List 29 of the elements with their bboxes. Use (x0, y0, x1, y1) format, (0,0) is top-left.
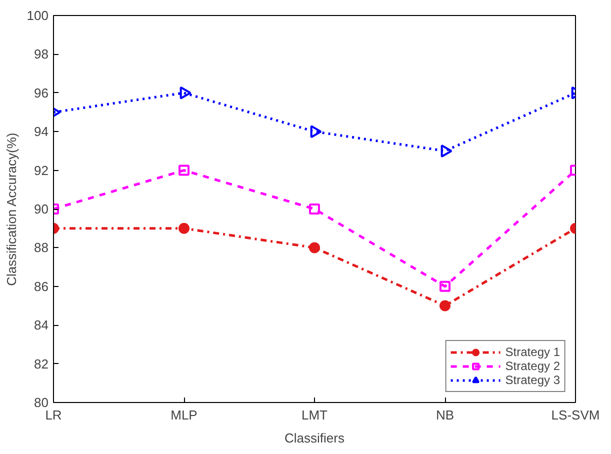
point (440, 280, 450, 292)
y-tick-label: 100 (26, 8, 49, 23)
point (180, 86, 192, 100)
y-tick-label: 86 (34, 278, 49, 294)
y-tick-label: 96 (34, 85, 49, 100)
legend-label: Strategy 2 (505, 359, 560, 373)
x-tick-label: LR (45, 408, 62, 422)
point (440, 300, 450, 312)
y-tick-label: 88 (34, 240, 49, 256)
x-tick-label: MLP (170, 408, 198, 422)
x-tick-label: LMT (302, 408, 328, 422)
legend-label: Strategy 3 (505, 373, 560, 387)
y-tick-label: 92 (34, 162, 49, 178)
x-tick-label: LS-SVM (551, 408, 600, 422)
y-tick-label: 80 (34, 395, 49, 410)
y-axis-title: Classification Accuracy(%) (4, 132, 19, 286)
y-tick-label: 98 (34, 46, 49, 62)
point (309, 242, 320, 254)
point (178, 164, 190, 176)
y-tick-label: 90 (34, 202, 49, 216)
point (178, 222, 190, 234)
y-tick-label: 94 (34, 124, 49, 140)
legend-label: Strategy 1 (505, 345, 560, 359)
y-tick-label: 82 (34, 356, 49, 372)
point (309, 204, 320, 214)
point (310, 125, 322, 138)
x-tick-label: NB (436, 408, 454, 422)
y-tick-label: 84 (34, 318, 49, 333)
x-axis-title: Classifiers (284, 430, 345, 446)
